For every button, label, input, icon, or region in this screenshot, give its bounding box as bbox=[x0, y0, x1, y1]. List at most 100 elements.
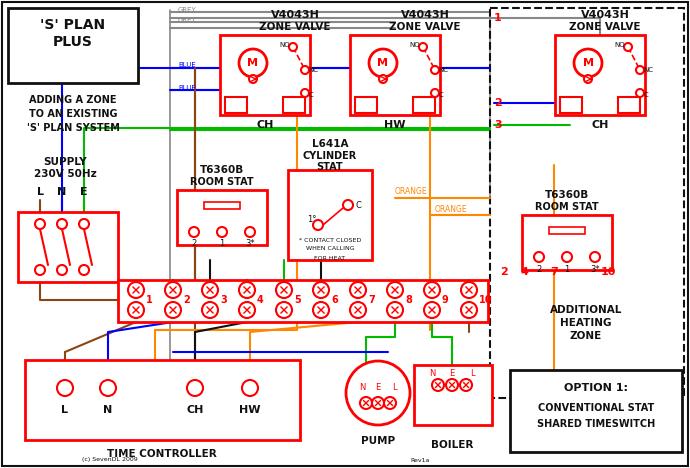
Text: M: M bbox=[248, 58, 259, 68]
Text: N: N bbox=[57, 187, 67, 197]
Circle shape bbox=[534, 252, 544, 262]
Text: HW: HW bbox=[239, 405, 261, 415]
Bar bbox=[225, 97, 247, 113]
Text: ZONE VALVE: ZONE VALVE bbox=[389, 22, 461, 32]
Text: 2: 2 bbox=[183, 295, 190, 305]
Text: ZONE: ZONE bbox=[570, 331, 602, 341]
Text: Rev1a: Rev1a bbox=[411, 458, 430, 462]
Circle shape bbox=[313, 282, 329, 298]
Circle shape bbox=[360, 397, 372, 409]
Text: 3*: 3* bbox=[590, 264, 600, 273]
Text: T6360B: T6360B bbox=[545, 190, 589, 200]
Text: N: N bbox=[359, 382, 365, 392]
Circle shape bbox=[461, 302, 477, 318]
Text: 7: 7 bbox=[368, 295, 375, 305]
Circle shape bbox=[624, 43, 632, 51]
Circle shape bbox=[301, 66, 309, 74]
Text: 3: 3 bbox=[220, 295, 227, 305]
Circle shape bbox=[446, 379, 458, 391]
Bar bbox=[25, 360, 300, 440]
Text: E: E bbox=[80, 187, 88, 197]
Circle shape bbox=[128, 282, 144, 298]
Circle shape bbox=[57, 380, 73, 396]
Text: C: C bbox=[355, 200, 361, 210]
Text: NC: NC bbox=[308, 67, 318, 73]
Text: 1°: 1° bbox=[307, 215, 317, 225]
Text: SHARED TIMESWITCH: SHARED TIMESWITCH bbox=[537, 419, 655, 429]
Circle shape bbox=[590, 252, 600, 262]
Text: FOR HEAT: FOR HEAT bbox=[315, 256, 346, 261]
Text: 230V 50Hz: 230V 50Hz bbox=[34, 169, 97, 179]
Text: GREY: GREY bbox=[178, 7, 197, 13]
Text: CH: CH bbox=[256, 120, 274, 130]
Circle shape bbox=[424, 302, 440, 318]
Text: M: M bbox=[377, 58, 388, 68]
Text: C: C bbox=[644, 92, 649, 98]
Text: V4043H: V4043H bbox=[270, 10, 319, 20]
Text: NO: NO bbox=[410, 42, 420, 48]
Text: CONVENTIONAL STAT: CONVENTIONAL STAT bbox=[538, 403, 654, 413]
Bar bbox=[177, 190, 267, 245]
Circle shape bbox=[431, 66, 439, 74]
Text: C: C bbox=[439, 92, 444, 98]
Circle shape bbox=[239, 49, 267, 77]
Text: ORANGE: ORANGE bbox=[435, 205, 468, 214]
Text: E: E bbox=[375, 382, 381, 392]
Text: ADDING A ZONE: ADDING A ZONE bbox=[29, 95, 117, 105]
Circle shape bbox=[346, 361, 410, 425]
Text: 2: 2 bbox=[494, 98, 502, 108]
Bar bbox=[350, 35, 440, 115]
Circle shape bbox=[562, 252, 572, 262]
Circle shape bbox=[202, 282, 218, 298]
Text: 1: 1 bbox=[494, 13, 502, 23]
Text: M: M bbox=[582, 58, 593, 68]
Text: 1: 1 bbox=[146, 295, 152, 305]
Text: BLUE: BLUE bbox=[178, 85, 196, 91]
Bar bbox=[18, 212, 118, 282]
Text: 7: 7 bbox=[550, 267, 558, 277]
Text: V4043H: V4043H bbox=[580, 10, 629, 20]
Circle shape bbox=[187, 380, 203, 396]
Circle shape bbox=[313, 302, 329, 318]
Text: N: N bbox=[104, 405, 112, 415]
Text: 10: 10 bbox=[479, 295, 493, 305]
Circle shape bbox=[584, 75, 592, 83]
Circle shape bbox=[202, 302, 218, 318]
Circle shape bbox=[461, 282, 477, 298]
Circle shape bbox=[432, 379, 444, 391]
Circle shape bbox=[79, 265, 89, 275]
Text: WHEN CALLING: WHEN CALLING bbox=[306, 247, 354, 251]
Circle shape bbox=[384, 397, 396, 409]
Text: CH: CH bbox=[591, 120, 609, 130]
Text: ORANGE: ORANGE bbox=[395, 188, 428, 197]
Text: * CONTACT CLOSED: * CONTACT CLOSED bbox=[299, 237, 361, 242]
Text: ZONE VALVE: ZONE VALVE bbox=[569, 22, 641, 32]
Text: 'S' PLAN SYSTEM: 'S' PLAN SYSTEM bbox=[26, 123, 119, 133]
Text: BLUE: BLUE bbox=[178, 62, 196, 68]
Circle shape bbox=[636, 89, 644, 97]
Text: 3*: 3* bbox=[245, 240, 255, 249]
Text: ROOM STAT: ROOM STAT bbox=[535, 202, 599, 212]
Text: HEATING: HEATING bbox=[560, 318, 612, 328]
Text: OPTION 1:: OPTION 1: bbox=[564, 383, 628, 393]
Bar bbox=[618, 97, 640, 113]
Circle shape bbox=[239, 282, 255, 298]
Bar bbox=[414, 365, 492, 425]
Text: NO: NO bbox=[279, 42, 290, 48]
Circle shape bbox=[301, 89, 309, 97]
Circle shape bbox=[460, 379, 472, 391]
Circle shape bbox=[424, 282, 440, 298]
Text: SUPPLY: SUPPLY bbox=[43, 157, 87, 167]
Text: 6: 6 bbox=[331, 295, 337, 305]
Bar bbox=[510, 370, 682, 452]
Text: 4: 4 bbox=[520, 267, 528, 277]
Circle shape bbox=[189, 227, 199, 237]
Circle shape bbox=[574, 49, 602, 77]
Text: 9: 9 bbox=[442, 295, 448, 305]
Circle shape bbox=[100, 380, 116, 396]
Text: L: L bbox=[470, 368, 474, 378]
Circle shape bbox=[636, 66, 644, 74]
Text: 5: 5 bbox=[294, 295, 301, 305]
Text: 1: 1 bbox=[219, 240, 225, 249]
Text: STAT: STAT bbox=[317, 162, 344, 172]
